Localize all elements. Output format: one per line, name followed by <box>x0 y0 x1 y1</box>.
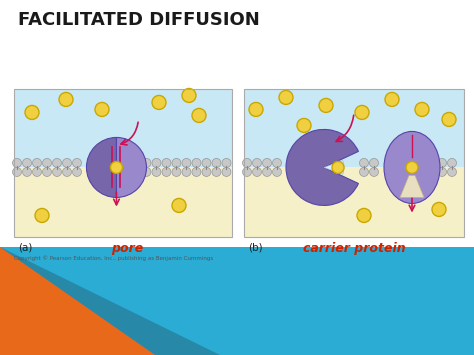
Text: Copyright © Pearson Education, Inc., publishing as Benjamin Cummings: Copyright © Pearson Education, Inc., pub… <box>14 255 213 261</box>
Text: carrier protein: carrier protein <box>303 242 405 255</box>
Circle shape <box>110 162 122 174</box>
Wedge shape <box>286 130 358 206</box>
Circle shape <box>442 113 456 126</box>
Circle shape <box>243 158 252 168</box>
Circle shape <box>212 158 221 168</box>
Circle shape <box>59 92 73 106</box>
Circle shape <box>73 168 82 176</box>
Polygon shape <box>0 247 220 355</box>
Circle shape <box>22 168 31 176</box>
Circle shape <box>222 158 231 168</box>
Polygon shape <box>400 175 424 197</box>
Circle shape <box>263 168 272 176</box>
Bar <box>244 89 464 237</box>
Circle shape <box>182 158 191 168</box>
Text: (a): (a) <box>18 242 32 252</box>
Wedge shape <box>324 160 344 174</box>
Circle shape <box>22 158 31 168</box>
Bar <box>14 168 232 237</box>
Circle shape <box>73 158 82 168</box>
Circle shape <box>438 168 447 176</box>
Circle shape <box>253 158 262 168</box>
Circle shape <box>385 92 399 106</box>
Circle shape <box>243 168 252 176</box>
Ellipse shape <box>384 131 440 203</box>
Circle shape <box>357 208 371 223</box>
Circle shape <box>142 168 151 176</box>
Circle shape <box>370 158 379 168</box>
Circle shape <box>172 168 181 176</box>
Circle shape <box>192 108 206 122</box>
Circle shape <box>202 158 211 168</box>
Circle shape <box>249 103 263 116</box>
Text: (b): (b) <box>248 242 263 252</box>
Circle shape <box>273 158 282 168</box>
Circle shape <box>53 158 62 168</box>
Circle shape <box>432 202 446 217</box>
Circle shape <box>33 158 42 168</box>
Circle shape <box>172 198 186 212</box>
Circle shape <box>162 168 171 176</box>
Polygon shape <box>0 247 155 355</box>
Circle shape <box>63 168 72 176</box>
Text: pore: pore <box>111 242 144 255</box>
Wedge shape <box>86 137 117 197</box>
Circle shape <box>162 158 171 168</box>
Text: FACILITATED DIFFUSION: FACILITATED DIFFUSION <box>18 11 260 29</box>
Circle shape <box>192 168 201 176</box>
Circle shape <box>415 103 429 116</box>
Circle shape <box>355 105 369 119</box>
Circle shape <box>63 158 72 168</box>
Circle shape <box>279 91 293 104</box>
Bar <box>244 89 464 168</box>
Circle shape <box>12 168 21 176</box>
Circle shape <box>192 158 201 168</box>
Circle shape <box>406 162 418 174</box>
Circle shape <box>297 119 311 132</box>
Circle shape <box>12 158 21 168</box>
Circle shape <box>447 158 456 168</box>
Bar <box>244 168 464 237</box>
Circle shape <box>359 158 368 168</box>
Circle shape <box>43 158 52 168</box>
Circle shape <box>182 168 191 176</box>
Circle shape <box>359 168 368 176</box>
Circle shape <box>253 168 262 176</box>
Circle shape <box>152 168 161 176</box>
Circle shape <box>43 168 52 176</box>
Bar <box>14 89 232 237</box>
Circle shape <box>447 168 456 176</box>
Circle shape <box>370 168 379 176</box>
Bar <box>14 89 232 168</box>
Circle shape <box>35 208 49 223</box>
Circle shape <box>332 162 344 174</box>
Circle shape <box>263 158 272 168</box>
Circle shape <box>202 168 211 176</box>
Circle shape <box>33 168 42 176</box>
Circle shape <box>319 98 333 113</box>
Circle shape <box>95 103 109 116</box>
Circle shape <box>152 95 166 109</box>
Circle shape <box>142 158 151 168</box>
Circle shape <box>273 168 282 176</box>
Bar <box>0 247 474 355</box>
Circle shape <box>172 158 181 168</box>
Circle shape <box>53 168 62 176</box>
Circle shape <box>212 168 221 176</box>
Circle shape <box>152 158 161 168</box>
Circle shape <box>25 105 39 119</box>
Circle shape <box>182 88 196 103</box>
Wedge shape <box>117 137 146 197</box>
Circle shape <box>222 168 231 176</box>
Bar <box>0 0 474 247</box>
Circle shape <box>438 158 447 168</box>
